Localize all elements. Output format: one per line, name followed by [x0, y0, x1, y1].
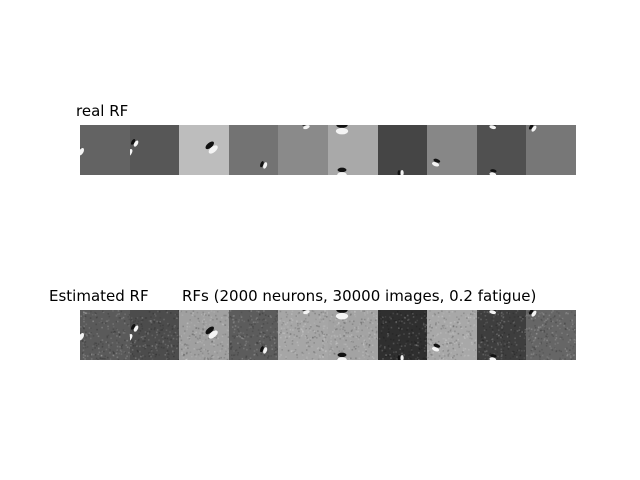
- estimated-rf-label: Estimated RF: [49, 287, 149, 305]
- rf-tile: [427, 310, 477, 360]
- rf-tile: [80, 310, 130, 360]
- rf-pattern: [335, 125, 349, 175]
- rf-pattern: [205, 141, 218, 154]
- rf-tile: [377, 125, 428, 175]
- rf-tile: [476, 125, 527, 175]
- rf-tile: [129, 125, 180, 175]
- rf-tile: [278, 125, 328, 175]
- rf-pattern: [526, 310, 576, 360]
- rf-pattern: [377, 310, 428, 360]
- rf-tile: [278, 310, 328, 360]
- rf-pattern: [397, 169, 404, 175]
- rf-tile: [526, 125, 576, 175]
- rf-tile: [327, 310, 378, 360]
- rf-pattern: [229, 310, 279, 360]
- real-rf-label: real RF: [76, 102, 129, 120]
- rf-tile: [377, 310, 428, 360]
- rf-tile: [80, 125, 130, 175]
- rf-tile: [228, 310, 279, 360]
- rf-pattern: [278, 310, 328, 360]
- rf-pattern: [129, 310, 180, 360]
- rf-tile: [179, 125, 229, 175]
- rf-pattern: [432, 158, 441, 167]
- rf-pattern: [179, 310, 229, 360]
- rf-pattern: [476, 310, 527, 360]
- rf-tile: [228, 125, 279, 175]
- rf-pattern: [427, 310, 477, 360]
- rf-pattern: [259, 161, 267, 169]
- rf-tile: [476, 310, 527, 360]
- figure-title: RFs (2000 neurons, 30000 images, 0.2 fat…: [182, 287, 537, 305]
- rf-pattern: [129, 139, 138, 157]
- rf-pattern: [80, 146, 85, 156]
- rf-tile: [427, 125, 477, 175]
- rf-pattern: [302, 125, 311, 130]
- rf-tile: [179, 310, 229, 360]
- rf-pattern: [328, 310, 378, 360]
- rf-pattern: [529, 125, 537, 132]
- real-rf-strip: [80, 125, 576, 175]
- rf-pattern: [489, 125, 497, 175]
- estimated-rf-strip: [80, 310, 576, 360]
- rf-tile: [129, 310, 180, 360]
- rf-pattern: [80, 310, 130, 360]
- rf-tile: [526, 310, 576, 360]
- rf-tile: [327, 125, 378, 175]
